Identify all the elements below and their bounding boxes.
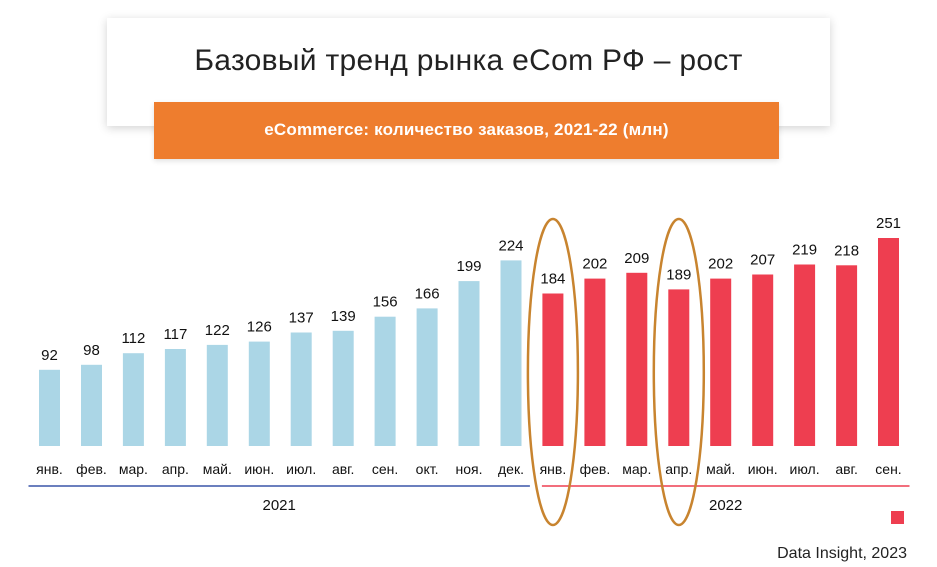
data-label: 156 xyxy=(373,294,398,311)
legend-swatch xyxy=(891,511,904,524)
bar xyxy=(668,289,690,446)
x-tick-label: янв. xyxy=(36,461,63,477)
year-label: 2021 xyxy=(263,497,296,514)
x-tick-label: фев. xyxy=(580,461,611,477)
data-label: 122 xyxy=(205,322,230,339)
x-tick-label: ноя. xyxy=(456,461,483,477)
slide-title: Базовый тренд рынка eCom РФ – рост xyxy=(194,44,743,77)
data-label: 117 xyxy=(163,326,187,343)
bar xyxy=(206,344,228,446)
data-label: 92 xyxy=(41,347,58,364)
bar xyxy=(458,281,480,446)
data-label: 98 xyxy=(83,342,100,359)
x-tick-label: окт. xyxy=(416,461,439,477)
data-label: 251 xyxy=(876,215,901,232)
data-label: 166 xyxy=(415,285,440,302)
chart-subtitle: eCommerce: количество заказов, 2021-22 (… xyxy=(264,120,669,139)
bar xyxy=(164,349,186,446)
bar xyxy=(710,278,732,446)
data-label: 219 xyxy=(792,242,817,259)
bar xyxy=(374,316,396,446)
data-label: 202 xyxy=(708,256,733,273)
bar xyxy=(122,353,144,446)
x-tick-label: мар. xyxy=(622,461,651,477)
x-tick-label: июл. xyxy=(790,461,820,477)
highlight-ellipse xyxy=(526,217,580,527)
x-tick-label: авг. xyxy=(835,461,858,477)
bar xyxy=(332,330,354,446)
bar xyxy=(542,293,564,446)
data-label: 112 xyxy=(121,330,145,347)
bar xyxy=(878,238,899,446)
x-tick-label: май. xyxy=(706,461,735,477)
x-tick-label: июн. xyxy=(748,461,778,477)
data-label: 189 xyxy=(666,266,691,283)
bar xyxy=(500,260,522,446)
x-tick-label: сен. xyxy=(875,461,901,477)
bar xyxy=(794,264,816,446)
bar xyxy=(836,265,858,446)
x-tick-label: сен. xyxy=(372,461,398,477)
data-label: 207 xyxy=(750,252,775,269)
x-tick-label: июн. xyxy=(244,461,274,477)
data-label: 184 xyxy=(540,271,565,288)
source-label: Data Insight, 2023 xyxy=(777,545,907,562)
data-label: 218 xyxy=(834,242,859,259)
highlight-ellipse xyxy=(652,217,706,527)
data-label: 209 xyxy=(624,250,649,267)
bar xyxy=(39,369,60,446)
bar xyxy=(248,341,270,446)
x-tick-label: фев. xyxy=(76,461,107,477)
data-label: 224 xyxy=(498,237,523,254)
bar xyxy=(584,278,606,446)
x-tick-label: дек. xyxy=(498,461,524,477)
bar xyxy=(752,274,774,446)
bar xyxy=(290,332,312,446)
x-tick-label: мар. xyxy=(119,461,148,477)
x-tick-label: янв. xyxy=(540,461,567,477)
data-label: 139 xyxy=(331,308,356,325)
x-tick-label: авг. xyxy=(332,461,355,477)
x-tick-label: июл. xyxy=(286,461,316,477)
x-tick-label: апр. xyxy=(162,461,189,477)
data-label: 137 xyxy=(289,310,314,327)
bar xyxy=(626,272,648,446)
data-label: 202 xyxy=(582,256,607,273)
bar xyxy=(416,308,438,446)
data-label: 126 xyxy=(247,319,272,336)
year-label: 2022 xyxy=(709,497,742,514)
data-label: 199 xyxy=(456,258,481,275)
bar xyxy=(81,364,102,446)
subtitle-band: eCommerce: количество заказов, 2021-22 (… xyxy=(154,102,779,159)
x-tick-label: май. xyxy=(203,461,232,477)
x-tick-label: апр. xyxy=(665,461,692,477)
